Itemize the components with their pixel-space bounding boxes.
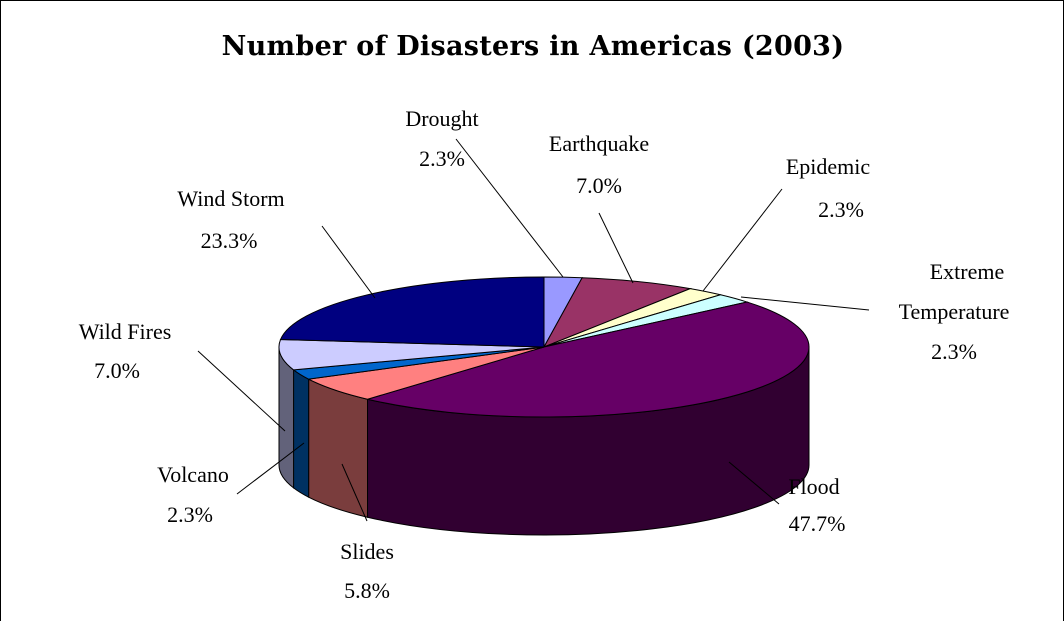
data-label-name-epidemic: Epidemic: [786, 154, 871, 179]
data-label-name-flood: Flood: [788, 474, 839, 499]
pie-side-slides: [308, 378, 369, 518]
leader-line-drought: [455, 138, 564, 278]
pie-side-volcano: [293, 368, 310, 498]
leader-line-wild-fires: [197, 350, 286, 432]
pie-slice-wind-storm: [279, 276, 545, 348]
data-label-name-extreme-temperature: Temperature: [899, 299, 1010, 324]
leader-line-extreme-temperature: [740, 296, 870, 311]
data-label-name-drought: Drought: [405, 106, 478, 131]
data-label-percent-epidemic: 2.3%: [818, 197, 864, 222]
data-label-name-wild-fires: Wild Fires: [79, 319, 172, 344]
leader-line-epidemic: [702, 188, 783, 292]
pie-labels: Drought 2.3% Earthquake 7.0% Epidemic 2.3% Ext…: [79, 106, 1010, 603]
pie-side-walls: [278, 346, 810, 536]
data-label-name-wind-storm: Wind Storm: [177, 186, 284, 211]
data-label-percent-extreme-temperature: 2.3%: [931, 339, 977, 364]
leader-line-earthquake: [598, 212, 634, 284]
data-label-name-earthquake: Earthquake: [549, 131, 649, 156]
data-label-name-extreme-temperature: Extreme: [930, 259, 1005, 284]
pie-top: [278, 276, 810, 418]
pie-slice-earthquake: [542, 277, 693, 348]
pie-slice-wild-fires: [278, 339, 545, 371]
data-label-percent-slides: 5.8%: [344, 578, 390, 603]
data-label-name-slides: Slides: [340, 539, 394, 564]
data-label-percent-wind-storm: 23.3%: [201, 228, 258, 253]
data-label-percent-flood: 47.7%: [789, 511, 846, 536]
data-label-percent-volcano: 2.3%: [167, 502, 213, 527]
leader-line-slides: [341, 463, 368, 522]
leader-line-wind-storm: [321, 225, 376, 299]
leader-line-volcano: [236, 442, 305, 495]
chart-title: Number of Disasters in Americas (2003): [221, 31, 845, 62]
data-label-percent-wild-fires: 7.0%: [94, 358, 140, 383]
pie-slice-flood: [365, 301, 810, 418]
data-label-percent-earthquake: 7.0%: [576, 173, 622, 198]
data-label-percent-drought: 2.3%: [419, 146, 465, 171]
leader-line-flood: [728, 461, 780, 505]
data-label-name-volcano: Volcano: [157, 462, 229, 487]
